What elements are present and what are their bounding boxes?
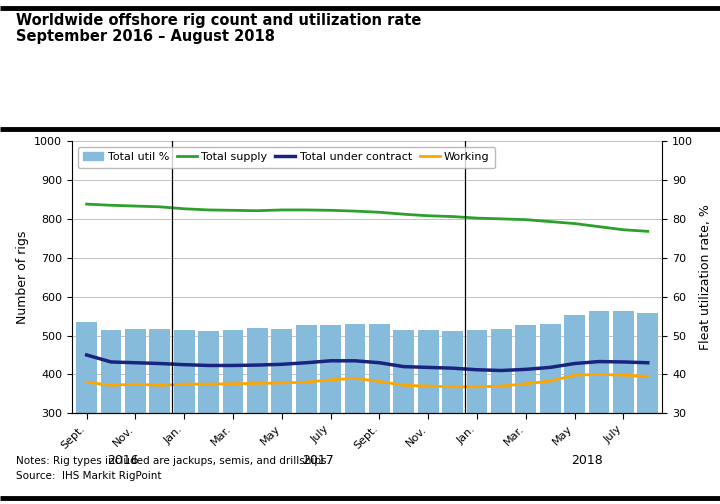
Text: Notes: Rig types included are jackups, semis, and drillships.: Notes: Rig types included are jackups, s…: [16, 456, 330, 466]
Bar: [125, 329, 145, 504]
Bar: [198, 331, 219, 504]
Bar: [345, 324, 365, 504]
Text: 2016: 2016: [107, 454, 139, 467]
Y-axis label: Number of rigs: Number of rigs: [16, 230, 29, 324]
Text: Worldwide offshore rig count and utilization rate: Worldwide offshore rig count and utiliza…: [16, 13, 421, 28]
Bar: [222, 330, 243, 504]
Bar: [76, 322, 97, 504]
Bar: [418, 331, 438, 504]
Bar: [564, 315, 585, 504]
Bar: [516, 326, 536, 504]
Text: Source:  IHS Markit RigPoint: Source: IHS Markit RigPoint: [16, 471, 161, 481]
Y-axis label: Fleat utilization rate, %: Fleat utilization rate, %: [698, 204, 711, 350]
Bar: [393, 330, 414, 504]
Bar: [613, 311, 634, 504]
Bar: [320, 325, 341, 504]
Bar: [491, 329, 512, 504]
Text: 2017: 2017: [302, 454, 334, 467]
Bar: [271, 329, 292, 504]
Legend: Total util %, Total supply, Total under contract, Working: Total util %, Total supply, Total under …: [78, 147, 495, 168]
Text: 2018: 2018: [571, 454, 603, 467]
Bar: [101, 330, 122, 504]
Bar: [150, 329, 170, 504]
Bar: [442, 331, 463, 504]
Bar: [247, 328, 268, 504]
Text: September 2016 – August 2018: September 2016 – August 2018: [16, 29, 275, 44]
Bar: [467, 331, 487, 504]
Bar: [588, 311, 609, 504]
Bar: [369, 324, 390, 504]
Bar: [540, 324, 561, 504]
Bar: [637, 313, 658, 504]
Bar: [174, 331, 194, 504]
Bar: [296, 326, 317, 504]
